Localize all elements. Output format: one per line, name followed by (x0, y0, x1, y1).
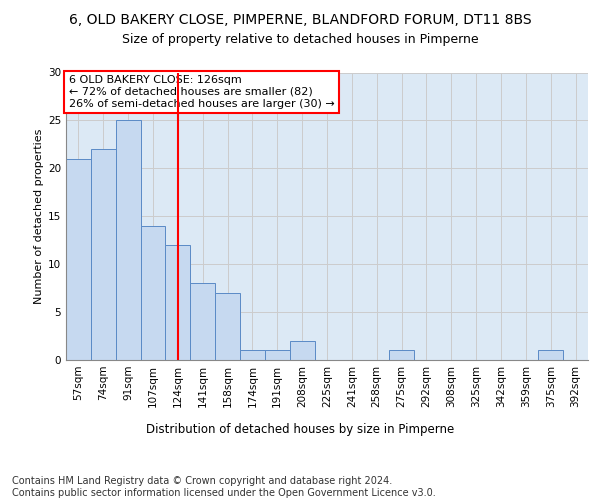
Y-axis label: Number of detached properties: Number of detached properties (34, 128, 44, 304)
Bar (265, 350, 290, 360)
Bar (290, 341, 314, 360)
Text: 6, OLD BAKERY CLOSE, PIMPERNE, BLANDFORD FORUM, DT11 8BS: 6, OLD BAKERY CLOSE, PIMPERNE, BLANDFORD… (68, 12, 532, 26)
Text: Contains HM Land Registry data © Crown copyright and database right 2024.
Contai: Contains HM Land Registry data © Crown c… (12, 476, 436, 498)
Text: Size of property relative to detached houses in Pimperne: Size of property relative to detached ho… (122, 32, 478, 46)
Text: Distribution of detached houses by size in Pimperne: Distribution of detached houses by size … (146, 422, 454, 436)
Bar (240, 350, 265, 360)
Bar (91, 149, 116, 360)
Text: 6 OLD BAKERY CLOSE: 126sqm
← 72% of detached houses are smaller (82)
26% of semi: 6 OLD BAKERY CLOSE: 126sqm ← 72% of deta… (68, 76, 334, 108)
Bar (140, 226, 166, 360)
Bar (116, 120, 140, 360)
Bar (389, 350, 414, 360)
Bar (215, 293, 240, 360)
Bar (166, 245, 190, 360)
Bar (190, 284, 215, 360)
Bar (66, 159, 91, 360)
Bar (538, 350, 563, 360)
